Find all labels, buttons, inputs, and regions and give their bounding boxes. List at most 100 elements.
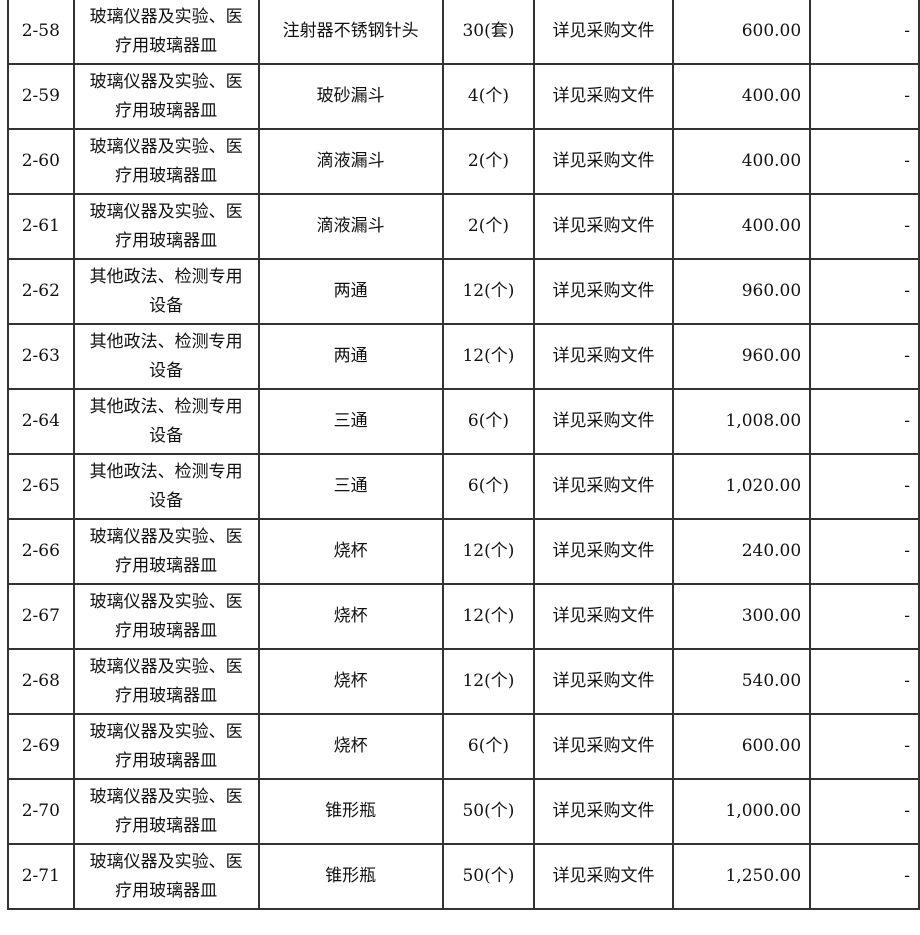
remark-cell: - [809, 453, 920, 520]
amount-cell: 960.00 [671, 258, 812, 325]
category-cell: 玻璃仪器及实验、医疗用玻璃器皿 [72, 193, 260, 260]
amount-cell: 1,020.00 [671, 453, 812, 520]
amount-cell: 600.00 [671, 0, 812, 65]
category-cell: 其他政法、检测专用设备 [72, 388, 260, 455]
table-row: 2-61 玻璃仪器及实验、医疗用玻璃器皿 滴液漏斗 2(个) 详见采购文件 400.00- [7, 193, 920, 260]
spec-cell: 详见采购文件 [533, 63, 674, 130]
table-row: 2-58 玻璃仪器及实验、医疗用玻璃器皿 注射器不锈钢针头 30(套) 详见采购文件 60… [7, 0, 920, 65]
item-id-cell: 2-66 [7, 518, 75, 585]
quantity-cell: 30(套) [441, 0, 536, 65]
quantity-cell: 50(个) [441, 843, 536, 910]
category-cell: 玻璃仪器及实验、医疗用玻璃器皿 [72, 0, 260, 65]
amount-cell: 1,008.00 [671, 388, 812, 455]
table-row: 2-70 玻璃仪器及实验、医疗用玻璃器皿 锥形瓶 50(个) 详见采购文件 1,000.0… [7, 778, 920, 845]
remark-cell: - [809, 583, 920, 650]
category-cell: 玻璃仪器及实验、医疗用玻璃器皿 [72, 843, 260, 910]
amount-cell: 1,000.00 [671, 778, 812, 845]
spec-cell: 详见采购文件 [533, 843, 674, 910]
spec-cell: 详见采购文件 [533, 128, 674, 195]
procurement-table: 2-58 玻璃仪器及实验、医疗用玻璃器皿 注射器不锈钢针头 30(套) 详见采购文件 60… [7, 0, 920, 910]
spec-cell: 详见采购文件 [533, 583, 674, 650]
item-id-cell: 2-65 [7, 453, 75, 520]
table-row: 2-71 玻璃仪器及实验、医疗用玻璃器皿 锥形瓶 50(个) 详见采购文件 1,250.0… [7, 843, 920, 910]
table-row: 2-69 玻璃仪器及实验、医疗用玻璃器皿 烧杯 6(个) 详见采购文件 600.00- [7, 713, 920, 780]
item-id-cell: 2-58 [7, 0, 75, 65]
quantity-cell: 12(个) [441, 258, 536, 325]
spec-cell: 详见采购文件 [533, 388, 674, 455]
item-id-cell: 2-69 [7, 713, 75, 780]
item-id-cell: 2-61 [7, 193, 75, 260]
table-row: 2-63 其他政法、检测专用设备 两通 12(个) 详见采购文件 960.00- [7, 323, 920, 390]
category-cell: 其他政法、检测专用设备 [72, 258, 260, 325]
item-name-cell: 烧杯 [257, 518, 444, 585]
remark-cell: - [809, 193, 920, 260]
table-row: 2-62 其他政法、检测专用设备 两通 12(个) 详见采购文件 960.00- [7, 258, 920, 325]
item-id-cell: 2-64 [7, 388, 75, 455]
amount-cell: 600.00 [671, 713, 812, 780]
quantity-cell: 6(个) [441, 713, 536, 780]
quantity-cell: 12(个) [441, 518, 536, 585]
spec-cell: 详见采购文件 [533, 648, 674, 715]
item-id-cell: 2-68 [7, 648, 75, 715]
remark-cell: - [809, 323, 920, 390]
quantity-cell: 6(个) [441, 453, 536, 520]
table-row: 2-68 玻璃仪器及实验、医疗用玻璃器皿 烧杯 12(个) 详见采购文件 540.00- [7, 648, 920, 715]
quantity-cell: 2(个) [441, 193, 536, 260]
spec-cell: 详见采购文件 [533, 0, 674, 65]
table-row: 2-64 其他政法、检测专用设备 三通 6(个) 详见采购文件 1,008.00- [7, 388, 920, 455]
spec-cell: 详见采购文件 [533, 778, 674, 845]
table-body: 2-58 玻璃仪器及实验、医疗用玻璃器皿 注射器不锈钢针头 30(套) 详见采购文件 60… [7, 0, 920, 910]
spec-cell: 详见采购文件 [533, 258, 674, 325]
item-name-cell: 注射器不锈钢针头 [257, 0, 444, 65]
item-name-cell: 两通 [257, 323, 444, 390]
table-row: 2-67 玻璃仪器及实验、医疗用玻璃器皿 烧杯 12(个) 详见采购文件 300.00- [7, 583, 920, 650]
category-cell: 玻璃仪器及实验、医疗用玻璃器皿 [72, 63, 260, 130]
item-name-cell: 锥形瓶 [257, 843, 444, 910]
category-cell: 玻璃仪器及实验、医疗用玻璃器皿 [72, 778, 260, 845]
item-id-cell: 2-60 [7, 128, 75, 195]
item-id-cell: 2-63 [7, 323, 75, 390]
spec-cell: 详见采购文件 [533, 193, 674, 260]
item-name-cell: 玻砂漏斗 [257, 63, 444, 130]
item-id-cell: 2-59 [7, 63, 75, 130]
remark-cell: - [809, 843, 920, 910]
item-id-cell: 2-67 [7, 583, 75, 650]
remark-cell: - [809, 388, 920, 455]
remark-cell: - [809, 648, 920, 715]
category-cell: 其他政法、检测专用设备 [72, 453, 260, 520]
table-row: 2-59 玻璃仪器及实验、医疗用玻璃器皿 玻砂漏斗 4(个) 详见采购文件 400.00- [7, 63, 920, 130]
spec-cell: 详见采购文件 [533, 518, 674, 585]
quantity-cell: 2(个) [441, 128, 536, 195]
item-name-cell: 滴液漏斗 [257, 128, 444, 195]
remark-cell: - [809, 778, 920, 845]
table-row: 2-66 玻璃仪器及实验、医疗用玻璃器皿 烧杯 12(个) 详见采购文件 240.00- [7, 518, 920, 585]
amount-cell: 400.00 [671, 193, 812, 260]
amount-cell: 240.00 [671, 518, 812, 585]
category-cell: 其他政法、检测专用设备 [72, 323, 260, 390]
remark-cell: - [809, 258, 920, 325]
table-row: 2-60 玻璃仪器及实验、医疗用玻璃器皿 滴液漏斗 2(个) 详见采购文件 400.00- [7, 128, 920, 195]
spec-cell: 详见采购文件 [533, 713, 674, 780]
item-name-cell: 烧杯 [257, 713, 444, 780]
spec-cell: 详见采购文件 [533, 453, 674, 520]
remark-cell: - [809, 0, 920, 65]
item-id-cell: 2-70 [7, 778, 75, 845]
category-cell: 玻璃仪器及实验、医疗用玻璃器皿 [72, 583, 260, 650]
item-name-cell: 烧杯 [257, 648, 444, 715]
quantity-cell: 4(个) [441, 63, 536, 130]
amount-cell: 400.00 [671, 128, 812, 195]
item-id-cell: 2-71 [7, 843, 75, 910]
item-id-cell: 2-62 [7, 258, 75, 325]
item-name-cell: 滴液漏斗 [257, 193, 444, 260]
item-name-cell: 三通 [257, 453, 444, 520]
category-cell: 玻璃仪器及实验、医疗用玻璃器皿 [72, 713, 260, 780]
item-name-cell: 两通 [257, 258, 444, 325]
quantity-cell: 50(个) [441, 778, 536, 845]
amount-cell: 540.00 [671, 648, 812, 715]
item-name-cell: 三通 [257, 388, 444, 455]
quantity-cell: 12(个) [441, 583, 536, 650]
amount-cell: 400.00 [671, 63, 812, 130]
quantity-cell: 6(个) [441, 388, 536, 455]
category-cell: 玻璃仪器及实验、医疗用玻璃器皿 [72, 128, 260, 195]
category-cell: 玻璃仪器及实验、医疗用玻璃器皿 [72, 648, 260, 715]
